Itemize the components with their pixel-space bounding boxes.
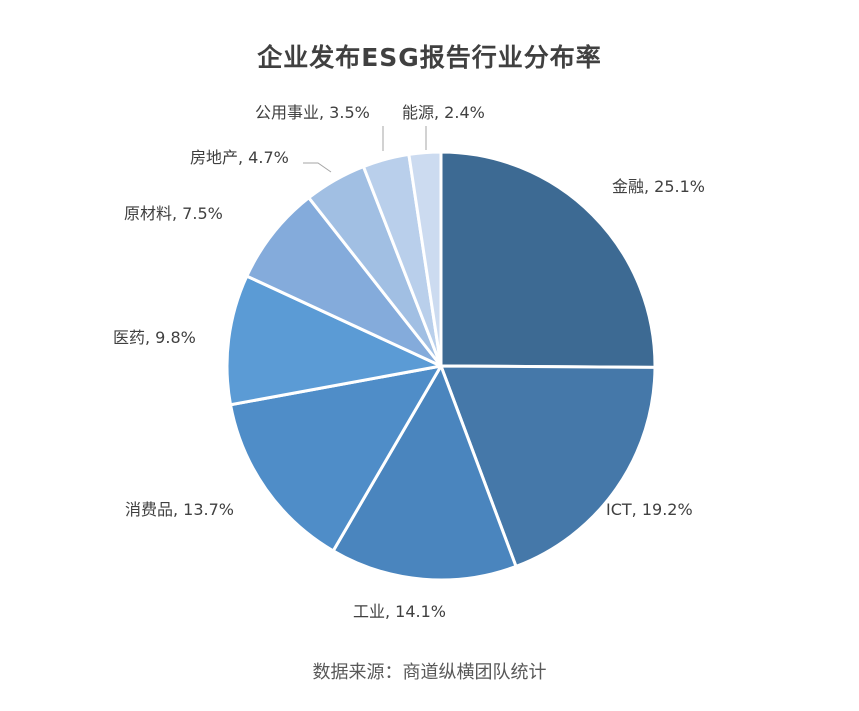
- pie-slice-1: [439, 150, 657, 369]
- pie-slice-6: [245, 196, 443, 368]
- pie-slice-2: [439, 364, 657, 568]
- slice-label-3: 工业, 14.1%: [353, 602, 446, 621]
- pie-slice-9: [407, 150, 443, 368]
- slice-label-1: 金融, 25.1%: [612, 177, 705, 196]
- pie-chart: 金融, 25.1% ICT, 19.2% 工业, 14.1% 消费品, 13.7% 医药…: [113, 103, 705, 621]
- pie-slice-3: [331, 364, 518, 582]
- slice-label-4: 消费品, 13.7%: [125, 500, 234, 519]
- chart-title: 企业发布ESG报告行业分布率: [257, 43, 602, 72]
- pie-slice-5: [225, 274, 443, 407]
- source-note: 数据来源：商道纵横团队统计: [312, 662, 547, 683]
- slice-label-2: ICT, 19.2%: [606, 500, 693, 519]
- slice-labels: 金融, 25.1% ICT, 19.2% 工业, 14.1% 消费品, 13.7% 医药…: [113, 103, 705, 621]
- pie-slices: [225, 150, 657, 582]
- slice-label-9: 能源, 2.4%: [402, 103, 485, 122]
- slice-label-7: 房地产, 4.7%: [190, 148, 289, 167]
- leader-line-7: [303, 162, 332, 173]
- slice-label-5: 医药, 9.8%: [113, 328, 196, 347]
- leader-lines: [303, 126, 427, 173]
- pie-slice-4: [229, 364, 443, 553]
- slice-label-6: 原材料, 7.5%: [124, 204, 223, 223]
- slice-label-8: 公用事业, 3.5%: [255, 103, 370, 122]
